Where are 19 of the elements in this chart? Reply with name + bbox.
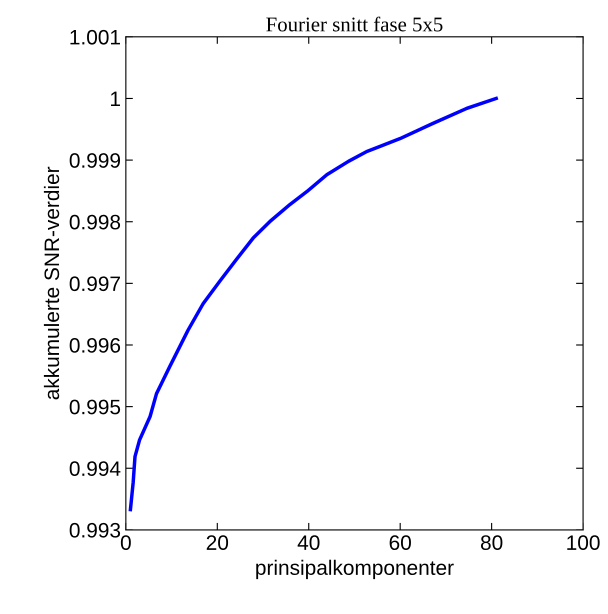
x-tick-label: 80: [480, 535, 502, 550]
y-axis-title: akkumulerte SNR-verdier: [44, 166, 60, 400]
y-tick-label: 0.993: [70, 522, 120, 538]
y-tick-label: 0.994: [70, 461, 120, 476]
chart-title: Fourier snitt fase 5x5: [266, 16, 442, 32]
line-series: [128, 96, 498, 512]
x-tick-label: 0: [120, 535, 131, 550]
x-tick-label: 40: [298, 535, 320, 550]
y-tick-label: 0.997: [70, 276, 120, 292]
y-tick-label: 0.999: [70, 153, 120, 168]
y-tick-label: 0.996: [70, 338, 120, 353]
y-tick-label: 0.995: [70, 400, 120, 414]
y-tick-label: 0.998: [70, 214, 120, 230]
x-tick-label: 60: [390, 535, 411, 550]
y-tick-label: 1.001: [70, 30, 120, 45]
y-tick-label: 1: [111, 92, 120, 106]
x-tick-label: 100: [567, 535, 600, 550]
x-tick-label: 20: [206, 535, 228, 550]
x-axis-title: prinsipalkomponenter: [256, 560, 454, 580]
